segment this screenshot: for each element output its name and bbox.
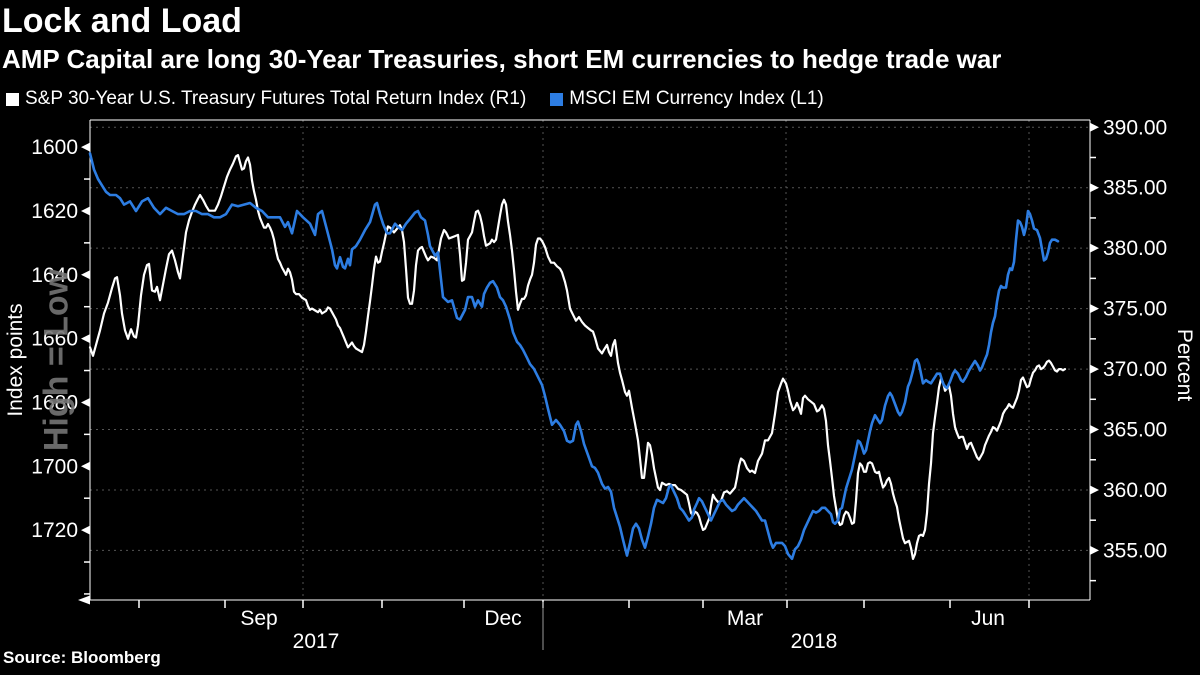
right-axis-arrow-tick (1090, 122, 1099, 132)
right-axis-arrow-tick (1090, 485, 1099, 495)
right-axis-arrow-tick (1090, 545, 1099, 555)
year-label: 2017 (293, 630, 340, 653)
month-label: Jun (971, 607, 1005, 630)
right-axis-tick-label: 360.00 (1103, 479, 1167, 502)
left-axis-arrow-tick (81, 270, 90, 280)
treasury-series-swatch (6, 92, 19, 106)
left-axis-arrow-tick (81, 206, 90, 216)
legend-item-em-currency[interactable]: MSCI EM Currency Index (L1) (550, 88, 824, 110)
left-axis-tick-label: 1600 (31, 136, 78, 159)
left-axis-tick-label: 1700 (31, 455, 78, 478)
right-axis-tick-label: 375.00 (1103, 298, 1167, 321)
right-axis-arrow-tick (1090, 243, 1099, 253)
page-title: Lock and Load (2, 2, 242, 40)
left-axis-tick-label: 1720 (31, 519, 78, 542)
left-axis-tick-label: 1640 (31, 264, 78, 287)
right-axis-title: Percent (1173, 328, 1196, 402)
em-currency-series-line (88, 152, 1060, 561)
right-axis-tick-label: 365.00 (1103, 419, 1167, 442)
right-axis-arrow-tick (1090, 304, 1099, 314)
left-axis-arrow-tick (81, 142, 90, 152)
treasury-series-line (88, 154, 1067, 561)
source-credit: Source: Bloomberg (3, 648, 161, 667)
year-label: 2018 (791, 630, 838, 653)
left-axis-tick-label: 1660 (31, 328, 78, 351)
month-label: Sep (240, 607, 277, 630)
month-label: Mar (727, 607, 763, 630)
left-axis-tick-label: 1680 (31, 391, 78, 414)
legend-label-treasury: S&P 30-Year U.S. Treasury Futures Total … (25, 88, 527, 109)
legend-item-treasury[interactable]: S&P 30-Year U.S. Treasury Futures Total … (6, 88, 526, 110)
legend-label-em-currency: MSCI EM Currency Index (L1) (569, 88, 824, 109)
legend: S&P 30-Year U.S. Treasury Futures Total … (6, 88, 824, 110)
em-currency-series-swatch (550, 92, 564, 106)
left-axis-arrow-tick (81, 334, 90, 344)
inverted-axis-watermark: High = Low (37, 268, 76, 452)
right-axis-tick-label: 370.00 (1103, 358, 1167, 381)
right-axis-tick-label: 385.00 (1103, 177, 1167, 200)
left-axis-tick-label: 1620 (31, 200, 78, 223)
left-axis-title: Index points (4, 303, 27, 417)
right-axis-arrow-tick (1090, 364, 1099, 374)
right-axis-tick-label: 380.00 (1103, 237, 1167, 260)
right-axis-tick-label: 390.00 (1103, 116, 1167, 139)
left-axis-arrow-tick (81, 397, 90, 407)
page-subtitle: AMP Capital are long 30-Year Treasuries,… (2, 44, 1002, 74)
left-axis-arrow-tick (81, 461, 90, 471)
left-axis-arrow-tick (81, 525, 90, 535)
month-label: Dec (484, 607, 521, 630)
right-axis-arrow-tick (1090, 183, 1099, 193)
axis-start-arrow (78, 595, 90, 605)
right-axis-tick-label: 355.00 (1103, 539, 1167, 562)
right-axis-arrow-tick (1090, 425, 1099, 435)
